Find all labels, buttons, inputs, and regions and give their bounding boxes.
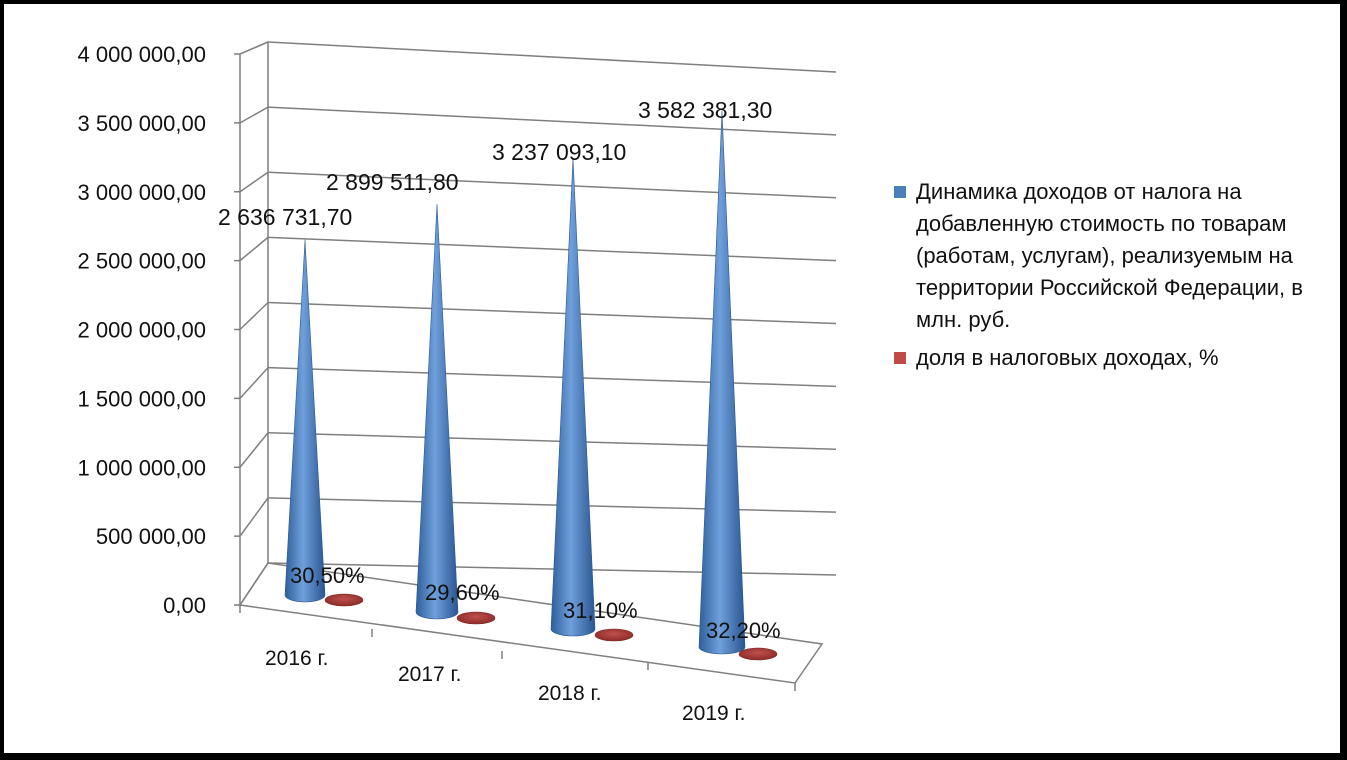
legend-swatch-vat-revenue <box>894 186 906 198</box>
share-disc <box>738 647 778 661</box>
share-disc <box>594 628 634 642</box>
cone-bar <box>550 158 596 637</box>
floor-plane <box>238 562 824 684</box>
share-disc <box>324 593 364 607</box>
gridline <box>267 301 837 325</box>
cone-value-label: 3 582 381,30 <box>638 97 772 123</box>
y-tick-label: 3 500 000,00 <box>78 111 206 136</box>
legend-item-vat-revenue: Динамика доходов от налога на добавленну… <box>890 176 1320 336</box>
y-tick-label: 1 000 000,00 <box>78 455 206 480</box>
gridline <box>267 497 837 513</box>
share-value-label: 32,20% <box>706 618 781 643</box>
gridline-side <box>239 236 269 262</box>
chart-legend: Динамика доходов от налога на добавленну… <box>890 176 1320 380</box>
gridline-side <box>239 432 269 468</box>
cone-bar <box>284 239 326 603</box>
share-value-label: 30,50% <box>290 563 365 588</box>
legend-label-tax-share: доля в налоговых доходах, % <box>916 345 1219 370</box>
gridline-side <box>239 41 269 55</box>
y-tick-label: 1 500 000,00 <box>78 386 206 411</box>
share-value-label: 31,10% <box>563 598 638 623</box>
y-tick-label: 500 000,00 <box>96 524 206 549</box>
cone-value-label: 2 899 511,80 <box>326 169 459 195</box>
y-tick-label: 4 000 000,00 <box>78 42 206 67</box>
gridline <box>267 236 837 262</box>
gridline-side <box>239 367 269 399</box>
y-tick-label: 2 000 000,00 <box>78 318 206 343</box>
legend-label-vat-revenue: Динамика доходов от налога на добавленну… <box>916 179 1303 332</box>
cone-value-label: 2 636 731,70 <box>218 204 352 230</box>
gridline <box>267 432 837 450</box>
share-disc <box>456 611 496 625</box>
gridline-side <box>239 497 269 537</box>
legend-item-tax-share: доля в налоговых доходах, % <box>890 342 1320 374</box>
gridline-side <box>239 106 269 124</box>
gridline-side <box>239 171 269 193</box>
legend-swatch-tax-share <box>894 352 906 364</box>
gridline-side <box>239 301 269 331</box>
cone-value-label: 3 237 093,10 <box>492 139 626 165</box>
x-category-label: 2017 г. <box>398 663 461 686</box>
x-category-label: 2018 г. <box>538 682 601 705</box>
y-tick-label: 3 000 000,00 <box>78 180 206 205</box>
x-category-label: 2016 г. <box>265 647 328 670</box>
cone-bar <box>698 111 746 655</box>
share-value-label: 29,60% <box>425 580 500 605</box>
x-category-label: 2019 г. <box>682 702 745 725</box>
cone-bar <box>415 204 459 620</box>
gridline <box>267 171 837 199</box>
gridline <box>267 366 837 388</box>
y-tick-label: 2 500 000,00 <box>78 249 206 274</box>
y-tick-label: 0,00 <box>163 593 206 618</box>
gridline <box>267 41 837 73</box>
gridline <box>267 106 837 136</box>
